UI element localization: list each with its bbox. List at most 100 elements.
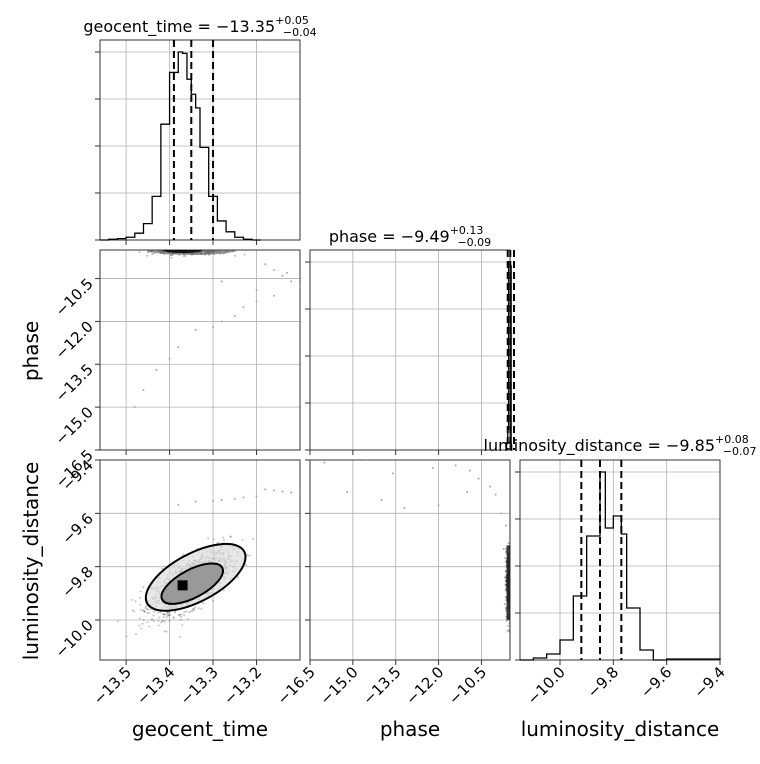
sample-point: [511, 562, 513, 564]
sample-point: [511, 576, 513, 578]
sample-point: [185, 610, 188, 613]
sample-point: [511, 586, 513, 588]
sample-point: [152, 614, 155, 617]
sample-point: [510, 596, 512, 598]
sample-point: [180, 246, 182, 248]
sample-point: [195, 247, 197, 249]
sample-point: [504, 575, 507, 578]
sample-point: [511, 575, 513, 577]
sample-point: [205, 248, 207, 250]
sample-point: [156, 246, 158, 248]
sample-point: [160, 247, 162, 249]
sample-point: [236, 576, 239, 579]
sample-point: [164, 613, 167, 616]
sample-point: [163, 246, 165, 248]
outlier-point: [255, 289, 258, 291]
outlier-point: [466, 491, 469, 493]
sample-point: [202, 248, 204, 250]
sample-point: [511, 596, 513, 598]
outlier-point: [454, 464, 457, 467]
sample-point: [219, 246, 221, 248]
sample-point: [143, 610, 146, 613]
sample-point: [510, 581, 512, 583]
sample-point: [212, 248, 214, 250]
sample-point: [511, 602, 513, 604]
sample-point: [161, 567, 164, 570]
sample-point: [510, 571, 512, 573]
sample-point: [209, 247, 211, 249]
sample-point: [511, 598, 513, 600]
sample-point: [192, 247, 194, 249]
sample-point: [511, 595, 513, 597]
sample-point: [511, 597, 513, 599]
sample-point: [142, 618, 145, 621]
outlier-point: [142, 389, 145, 391]
y-tick-label: −9.8: [58, 563, 96, 601]
sample-point: [511, 586, 513, 588]
sample-point: [511, 591, 513, 593]
sample-point: [179, 613, 182, 616]
sample-point: [512, 577, 514, 579]
sample-point: [149, 608, 152, 611]
x-tick-label: −9.6: [637, 663, 675, 701]
axes-frame: [519, 459, 721, 661]
sample-point: [210, 246, 212, 248]
sample-point: [218, 245, 220, 247]
sample-point: [188, 246, 190, 248]
title-phase: phase = −9.49+0.13 −0.09: [329, 224, 491, 249]
outlier-point: [272, 294, 275, 297]
sample-point: [230, 245, 232, 247]
sample-point: [179, 636, 182, 639]
sample-point: [511, 575, 513, 577]
sample-point: [231, 247, 233, 249]
sample-point: [190, 246, 192, 248]
title-luminosity-distance: luminosity_distance = −9.85+0.08 −0.07: [484, 433, 757, 458]
xlabel-luminosity-distance: luminosity_distance: [521, 717, 720, 741]
sample-point: [511, 574, 513, 576]
sample-point: [510, 576, 512, 578]
sample-point: [511, 570, 513, 572]
x-tick-label: −13.3: [177, 663, 222, 708]
sample-point: [182, 246, 184, 248]
sample-point: [204, 246, 206, 248]
sample-point: [219, 247, 221, 249]
sample-point: [511, 538, 513, 540]
sample-point: [509, 543, 510, 546]
sample-point: [157, 619, 160, 622]
density-core: [506, 545, 510, 620]
sample-point: [512, 592, 514, 594]
sample-point: [151, 253, 154, 256]
sample-point: [173, 247, 175, 249]
x-tick-label: −13.4: [133, 663, 178, 708]
sample-point: [184, 246, 186, 248]
sample-point: [162, 619, 165, 622]
sample-point: [210, 248, 212, 250]
sample-point: [212, 247, 214, 249]
outlier-point: [380, 499, 383, 501]
sample-point: [187, 246, 189, 248]
sample-point: [178, 246, 180, 248]
sample-point: [193, 247, 195, 249]
sample-point: [504, 589, 507, 592]
sample-point: [504, 607, 507, 610]
sample-point: [508, 630, 510, 633]
sample-point: [208, 244, 210, 246]
sample-point: [187, 247, 189, 249]
sample-point: [175, 247, 177, 249]
sample-point: [510, 601, 512, 603]
panel-geocent-vs-luminosity-distance: −13.5−13.4−13.3−13.2−10.0−9.8−9.6−9.4: [52, 456, 301, 708]
scatter-layer: [116, 488, 300, 639]
sample-point: [513, 616, 515, 618]
sample-point: [512, 587, 514, 589]
sample-point: [504, 583, 507, 586]
panel-geocent-time-hist: [95, 39, 301, 245]
sample-point: [202, 246, 204, 248]
outlier-point: [242, 306, 245, 309]
sample-point: [146, 251, 149, 254]
sample-point: [172, 246, 174, 248]
sample-point: [189, 245, 191, 247]
xlabel-phase: phase: [380, 717, 440, 741]
sample-point: [512, 599, 514, 601]
sample-point: [225, 247, 227, 249]
sample-point: [204, 247, 206, 249]
